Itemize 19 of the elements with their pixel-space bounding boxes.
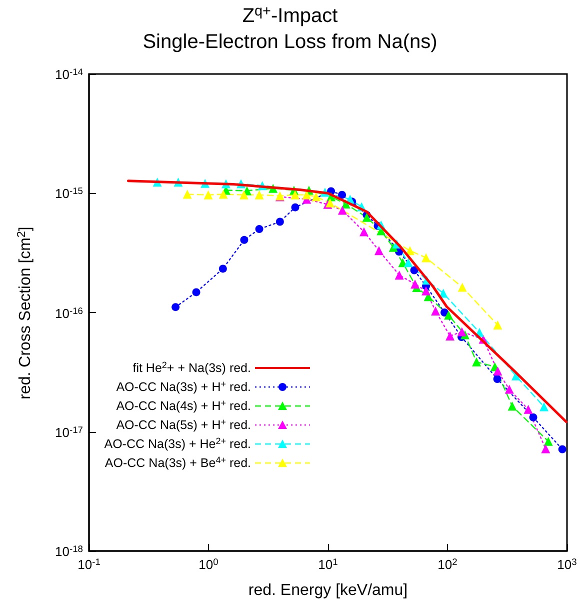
y-tick-label: 10$^{-16}$ <box>55 305 83 321</box>
x-tick-label: 10$^{2}$ <box>438 556 458 572</box>
legend-label: AO-CC Na(4s) + H$^{+}$ red. <box>116 398 251 413</box>
y-tick-label: 10$^{-18}$ <box>55 544 83 560</box>
legend-label: AO-CC Na(3s) + H$^{+}$ red. <box>116 378 251 394</box>
x-axis-title: red. Energy [keV/amu] <box>248 582 408 599</box>
chart-subtitle: Single-Electron Loss from Na(ns) <box>142 31 438 53</box>
legend-label: AO-CC Na(5s) + H$^{+}$ red. <box>116 416 251 432</box>
chart-title: Z$^{q+}$-Impact <box>242 4 338 27</box>
y-tick-label: 10$^{-14}$ <box>55 66 83 82</box>
x-tick-label: 10$^{3}$ <box>557 556 577 572</box>
x-tick-label: 10$^{0}$ <box>198 556 218 572</box>
x-tick-label: 10$^{1}$ <box>318 556 338 572</box>
x-tick-label: 10$^{-1}$ <box>78 556 100 572</box>
y-tick-label: 10$^{-17}$ <box>55 424 83 440</box>
legend-label: fit He$^{2}$+ + Na(3s) red. <box>132 360 251 375</box>
y-tick-label: 10$^{-15}$ <box>55 186 83 202</box>
legend-label: AO-CC Na(3s) + He$^{2+}$ red. <box>104 436 251 451</box>
legend-label: AO-CC Na(3s) + Be$^{4+}$ red. <box>104 454 251 470</box>
